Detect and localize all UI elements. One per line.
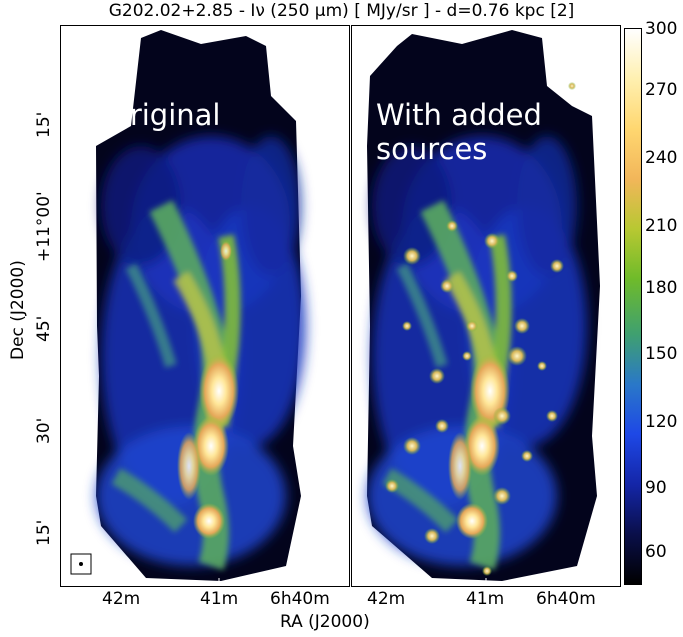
map-original-image — [61, 26, 349, 586]
colorbar-tick: 150 — [645, 344, 678, 364]
beam-box — [70, 553, 92, 575]
x-tick-label: 41m — [466, 589, 505, 609]
colorbar-tick: 120 — [645, 412, 678, 432]
panel-label-added-sources: With added sources — [376, 98, 542, 166]
x-tick-label: 6h40m — [270, 589, 330, 609]
colorbar-tick: 210 — [645, 216, 678, 236]
map-added-sources-image — [352, 26, 620, 586]
x-tick-label: 42m — [367, 589, 406, 609]
figure-title: G202.02+2.85 - Iν (250 μm) [ MJy/sr ] - … — [108, 1, 575, 21]
colorbar-tick: 180 — [645, 278, 678, 298]
colorbar-tick: 300 — [645, 19, 678, 39]
y-tick-label: 15' — [34, 519, 54, 546]
colorbar-tick: 90 — [645, 478, 667, 498]
colorbar-tick: 60 — [645, 542, 667, 562]
colorbar-tick: 240 — [645, 148, 678, 168]
beam-circle-icon — [79, 562, 83, 566]
map-panel-original: Original — [60, 25, 350, 587]
x-tick-label: 6h40m — [536, 589, 596, 609]
colorbar-tick: 270 — [645, 80, 678, 100]
y-tick-label: 45' — [34, 315, 54, 342]
y-axis-label: Dec (J2000) — [8, 260, 28, 360]
x-tick-label: 41m — [200, 589, 239, 609]
y-tick-label: 30' — [34, 417, 54, 444]
colorbar — [624, 28, 642, 585]
y-tick-label: 15' — [34, 111, 54, 138]
y-tick-label: +11°00' — [34, 191, 54, 262]
map-panel-added-sources: With added sources — [351, 25, 621, 587]
x-axis-label: RA (J2000) — [280, 612, 370, 632]
panel-label-original: Original — [107, 98, 221, 132]
x-tick-label: 42m — [102, 589, 141, 609]
